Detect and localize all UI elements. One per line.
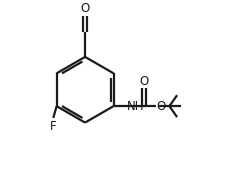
Text: NH: NH bbox=[126, 100, 144, 113]
Text: O: O bbox=[80, 2, 89, 15]
Text: O: O bbox=[139, 75, 148, 88]
Text: O: O bbox=[156, 100, 165, 113]
Text: F: F bbox=[50, 120, 56, 133]
